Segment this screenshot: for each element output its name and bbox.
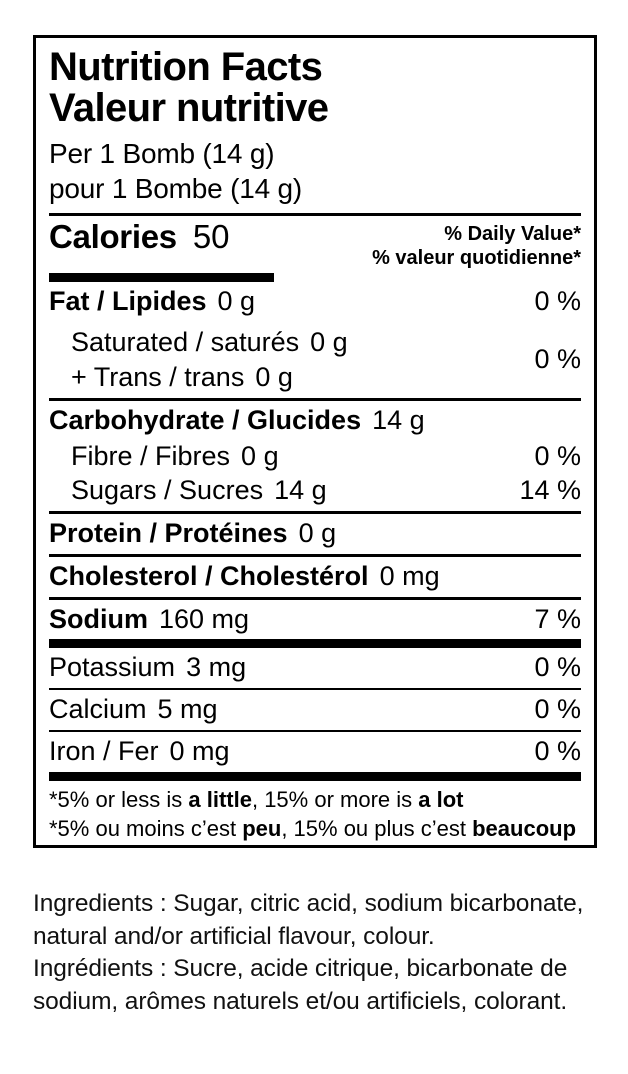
footnote-fr: *5% ou moins c’est peu, 15% ou plus c’es… [49, 815, 581, 844]
row-sodium-dv: 7 % [534, 603, 581, 634]
row-calcium-amount: 5 mg [157, 694, 218, 725]
row-protein: Protein / Protéines 0 g [49, 514, 581, 554]
row-sodium-amount: 160 mg [159, 603, 250, 634]
row-fat-dv: 0 % [534, 286, 581, 317]
row-sugars-amount: 14 g [274, 475, 327, 506]
divider-thick-after-sodium [49, 639, 581, 649]
footnote-en-pre: *5% or less is [49, 787, 189, 813]
row-calcium: Calcium 5 mg 0 % [49, 690, 581, 730]
divider-before-iron [49, 730, 581, 733]
row-calcium-label: Calcium [49, 694, 147, 725]
row-saturated-label: Saturated / saturés [71, 327, 300, 358]
row-sugars-dv: 14 % [519, 475, 581, 506]
row-cholesterol-label: Cholesterol / Cholestérol [49, 560, 369, 591]
serving-size-en: Per 1 Bomb (14 g) [49, 137, 275, 169]
row-sugars: Sugars / Sucres 14 g 14 % [49, 475, 581, 511]
row-fat-label: Fat / Lipides [49, 286, 207, 317]
nutrition-facts-title-fr: Valeur nutritive [49, 85, 329, 130]
footnote-en-bold-a-lot: a lot [418, 787, 464, 813]
row-carbohydrate: Carbohydrate / Glucides 14 g [49, 401, 581, 441]
nutrition-facts-title-en: Nutrition Facts [49, 45, 323, 89]
row-calcium-dv: 0 % [534, 694, 581, 725]
row-carbohydrate-label: Carbohydrate / Glucides [49, 405, 362, 436]
daily-value-header-fr: % valeur quotidienne* [372, 246, 581, 269]
footnote-fr-bold-beaucoup: beaucoup [472, 815, 577, 841]
divider-before-calcium [49, 688, 581, 691]
row-carbohydrate-amount: 14 g [372, 405, 425, 436]
calories-row: Calories 50 % Daily Value* % valeur quot… [49, 216, 581, 271]
row-fibre-amount: 0 g [241, 441, 279, 472]
calories-underline-bar [49, 273, 274, 283]
row-trans-label: + Trans / trans [71, 361, 245, 392]
nutrition-facts-box: Nutrition Facts Valeur nutritive Per 1 B… [33, 35, 597, 849]
row-iron-dv: 0 % [534, 736, 581, 767]
footnote-en: *5% or less is a little, 15% or more is … [49, 786, 581, 815]
serving-size-fr: pour 1 Bombe (14 g) [49, 172, 303, 204]
row-iron-label: Iron / Fer [49, 736, 159, 767]
footnote-en-mid: , 15% or more is [251, 787, 419, 813]
row-potassium-label: Potassium [49, 652, 176, 683]
footnote-en-bold-a-little: a little [188, 787, 252, 813]
row-fat-amount: 0 g [217, 286, 256, 317]
row-sugars-label: Sugars / Sucres [71, 475, 264, 506]
divider-before-carbohydrate [49, 398, 581, 402]
row-trans-amount: 0 g [255, 361, 293, 392]
row-cholesterol: Cholesterol / Cholestérol 0 mg [49, 557, 581, 597]
row-protein-amount: 0 g [298, 517, 337, 548]
calories-value: 50 [192, 217, 230, 255]
divider-before-protein [49, 510, 581, 514]
row-saturated-trans-group: Saturated / saturés 0 g + Trans / trans … [49, 322, 581, 398]
row-potassium-dv: 0 % [534, 652, 581, 683]
row-potassium-amount: 3 mg [186, 652, 247, 683]
row-cholesterol-amount: 0 mg [379, 560, 440, 591]
footnote-fr-mid: , 15% ou plus c’est [281, 815, 473, 841]
row-sodium-label: Sodium [49, 603, 148, 634]
row-fibre-label: Fibre / Fibres [71, 441, 231, 472]
divider-before-cholesterol [49, 553, 581, 557]
row-saturated: Saturated / saturés 0 g [49, 325, 524, 360]
footnote-fr-pre: *5% ou moins c’est [49, 815, 243, 841]
daily-value-footnote: *5% or less is a little, 15% or more is … [49, 781, 581, 845]
daily-value-header: % Daily Value* % valeur quotidienne* [372, 219, 581, 271]
row-trans: + Trans / trans 0 g [49, 360, 524, 395]
row-protein-label: Protein / Protéines [49, 517, 288, 548]
row-saturated-dv: 0 % [534, 344, 581, 375]
ingredients-fr: Ingrédients : Sucre, acide citrique, bic… [33, 955, 568, 1015]
row-fibre-dv: 0 % [534, 441, 581, 472]
row-potassium: Potassium 3 mg 0 % [49, 648, 581, 688]
ingredients-en: Ingredients : Sugar, citric acid, sodium… [33, 890, 584, 950]
footnote-fr-bold-peu: peu [242, 815, 282, 841]
row-fibre: Fibre / Fibres 0 g 0 % [49, 441, 581, 475]
row-fat: Fat / Lipides 0 g 0 % [49, 282, 581, 322]
daily-value-header-en: % Daily Value* [444, 222, 581, 245]
row-sodium: Sodium 160 mg 7 % [49, 600, 581, 640]
calories-label: Calories [49, 217, 177, 255]
divider-after-serving [49, 212, 581, 216]
row-saturated-amount: 0 g [310, 327, 348, 358]
divider-thick-before-footnote [49, 772, 581, 782]
divider-before-sodium [49, 596, 581, 600]
ingredients-section: Ingredients : Sugar, citric acid, sodium… [33, 888, 599, 1018]
row-iron-amount: 0 mg [169, 736, 230, 767]
row-iron: Iron / Fer 0 mg 0 % [49, 732, 581, 772]
